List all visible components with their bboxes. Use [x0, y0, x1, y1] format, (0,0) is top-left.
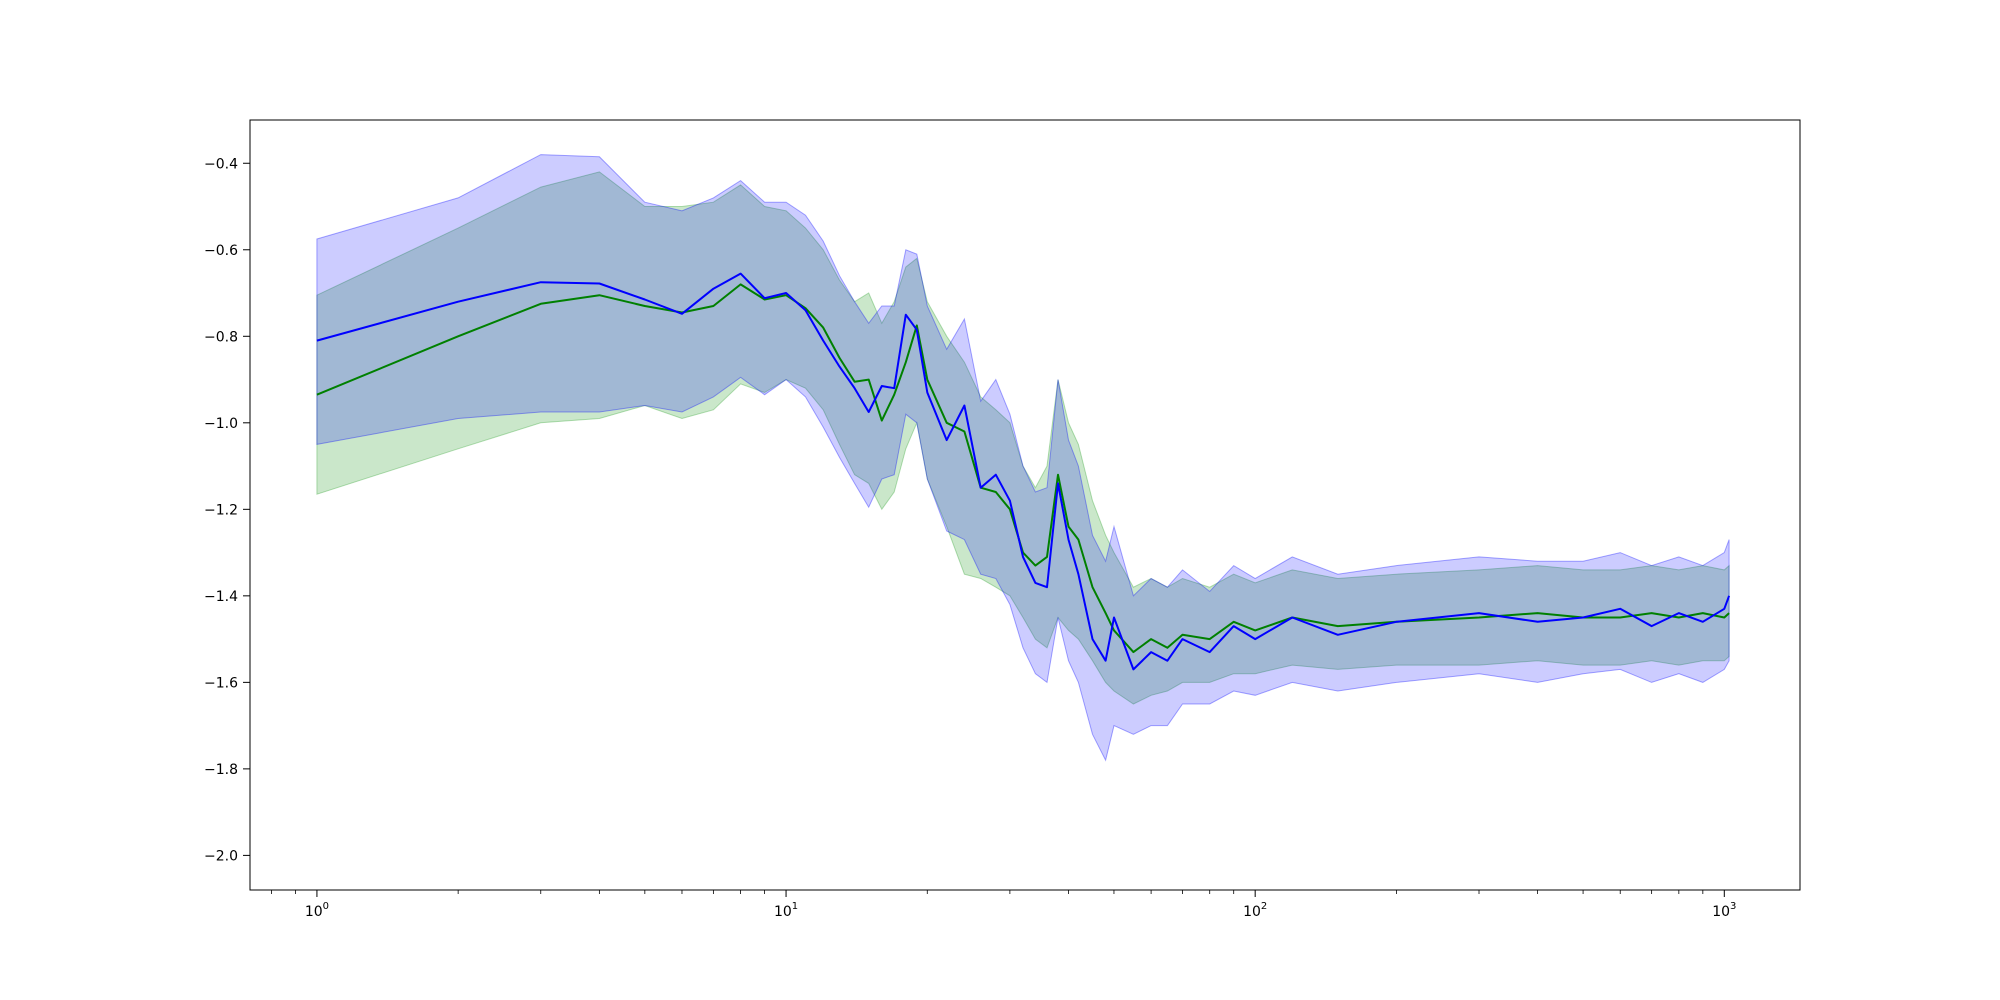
line-series-2: [316, 272, 1731, 671]
x-tick-label: 103: [1712, 901, 1736, 920]
x-axis: 100 101 102 103: [271, 890, 1736, 920]
y-tick-label: −1.2: [204, 502, 238, 518]
band-series-1: [316, 171, 1730, 705]
y-tick-label: −0.6: [204, 243, 238, 259]
x-tick-label: 101: [774, 901, 798, 920]
y-tick-label: −0.8: [204, 329, 238, 345]
y-tick-label: −1.6: [204, 675, 238, 691]
confidence-bands: [316, 154, 1730, 762]
y-tick-label: −0.4: [204, 156, 238, 172]
series-lines: [316, 272, 1731, 671]
x-tick-label: 100: [305, 901, 329, 920]
line-series-1: [316, 283, 1730, 654]
plot-area: [316, 154, 1731, 762]
y-tick-label: −1.0: [204, 416, 238, 432]
band-series-2: [316, 154, 1730, 762]
x-tick-label: 102: [1243, 901, 1267, 920]
y-tick-label: −1.4: [204, 589, 238, 605]
y-tick-label: −2.0: [204, 848, 238, 864]
axes-frame: [249, 119, 1801, 891]
y-axis: −0.4 −0.6 −0.8 −1.0 −1.2 −1.4 −1.6 −1.8 −2.0: [204, 156, 250, 864]
y-tick-label: −1.8: [204, 762, 238, 778]
